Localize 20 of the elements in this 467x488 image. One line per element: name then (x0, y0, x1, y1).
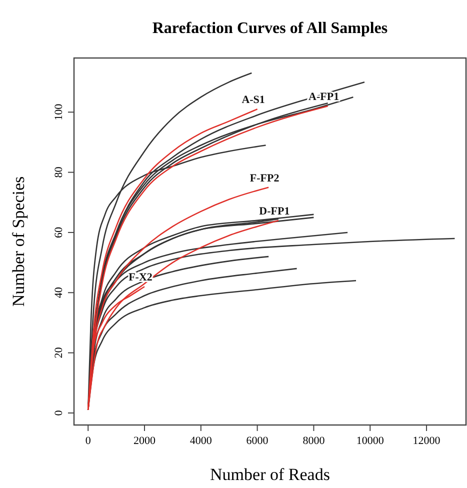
x-axis-title: Number of Reads (210, 465, 330, 484)
y-tick-label: 20 (53, 346, 65, 358)
y-tick-label: 100 (53, 103, 65, 120)
x-tick-label: 0 (85, 435, 92, 447)
y-tick-label: 0 (53, 410, 65, 416)
series-label: A-S1 (242, 94, 265, 106)
series-label: A-FP1 (308, 91, 340, 104)
x-tick-label: 12000 (412, 435, 441, 447)
x-tick-label: 10000 (356, 435, 384, 447)
series-label: D-FP1 (259, 205, 290, 218)
x-tick-label: 8000 (302, 435, 326, 447)
y-tick-label: 40 (53, 286, 65, 298)
series-label: F-FP2 (250, 172, 280, 184)
x-tick-label: 2000 (134, 435, 156, 447)
y-axis-title: Number of Species (9, 176, 28, 307)
y-tick-label: 80 (53, 166, 65, 178)
y-tick-label: 60 (53, 226, 65, 238)
chart-title: Rarefaction Curves of All Samples (152, 20, 388, 37)
x-tick-label: 4000 (190, 435, 212, 447)
x-tick-label: 6000 (246, 435, 269, 447)
